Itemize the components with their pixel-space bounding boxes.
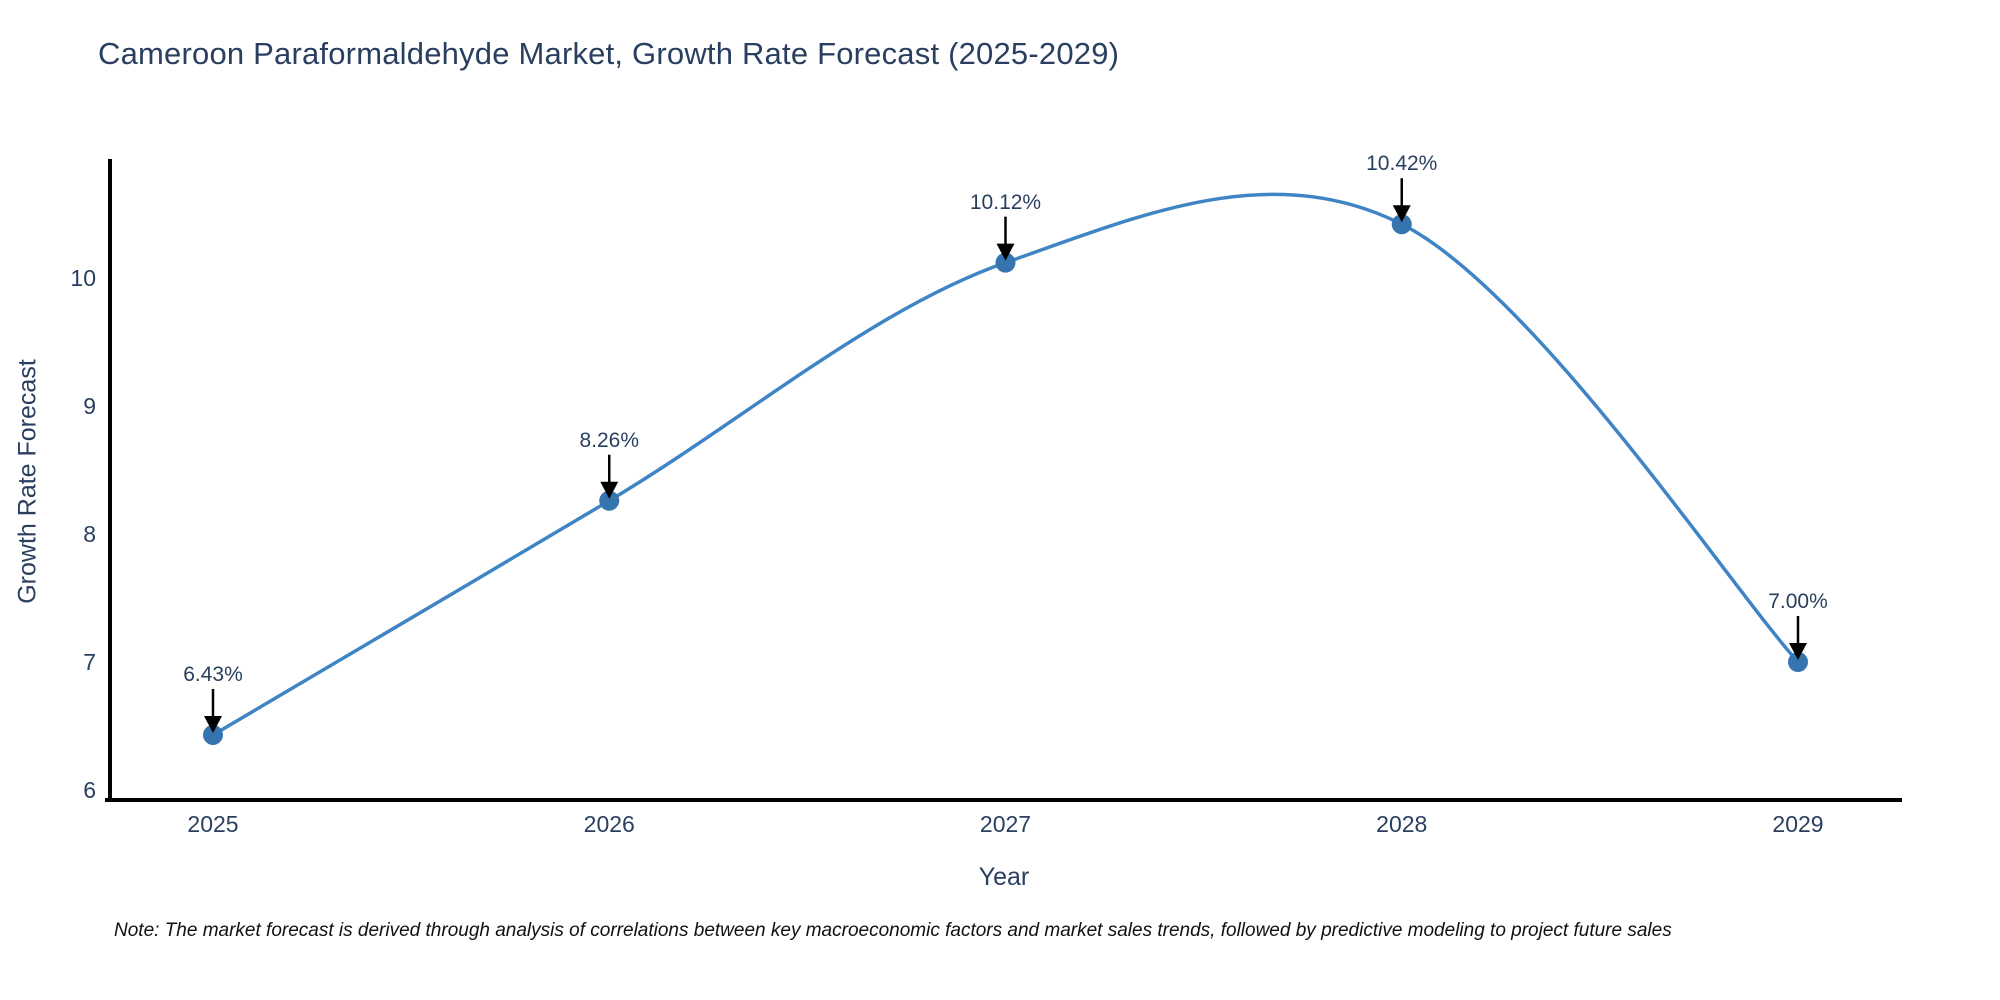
data-point-marker <box>995 252 1016 273</box>
series-line <box>211 192 1800 737</box>
data-point-label: 6.43% <box>183 662 243 686</box>
annotation-arrowhead-icon <box>600 481 619 499</box>
data-point-label: 7.00% <box>1768 590 1828 613</box>
annotation-arrowhead-icon <box>1392 205 1411 223</box>
y-axis-tick-label: 10 <box>70 265 96 291</box>
annotation-arrowhead-icon <box>996 243 1015 261</box>
data-point-marker <box>1391 214 1412 235</box>
y-axis-tick-label: 6 <box>83 777 96 803</box>
footnote: Note: The market forecast is derived thr… <box>114 920 1672 941</box>
data-point-marker <box>599 490 620 511</box>
data-point-label: 8.26% <box>579 428 640 452</box>
annotation-arrowhead-icon <box>1789 643 1807 660</box>
x-axis-title: Year <box>978 863 1030 891</box>
x-axis-tick-label: 2025 <box>187 811 239 837</box>
x-axis-tick-label: 2026 <box>583 811 635 837</box>
data-point-marker <box>1788 652 1808 672</box>
y-axis-tick-label: 9 <box>83 393 96 419</box>
x-axis-tick-label: 2028 <box>1376 811 1428 837</box>
data-point-label: 10.42% <box>1366 152 1438 176</box>
x-axis-tick-label: 2027 <box>979 811 1032 837</box>
series-markers <box>203 214 1808 745</box>
data-point-label: 10.12% <box>969 190 1042 214</box>
chart-title: Cameroon Paraformaldehyde Market, Growth… <box>98 36 1120 71</box>
annotation-arrowhead-icon <box>204 715 222 733</box>
y-axis-tick-label: 8 <box>83 521 96 547</box>
data-point-marker <box>203 724 223 745</box>
x-axis-tick-label: 2029 <box>1772 811 1824 837</box>
y-axis-title: Growth Rate Forecast <box>13 359 42 604</box>
y-axis-tick-label: 7 <box>83 649 96 675</box>
annotation-arrows <box>204 178 1807 733</box>
